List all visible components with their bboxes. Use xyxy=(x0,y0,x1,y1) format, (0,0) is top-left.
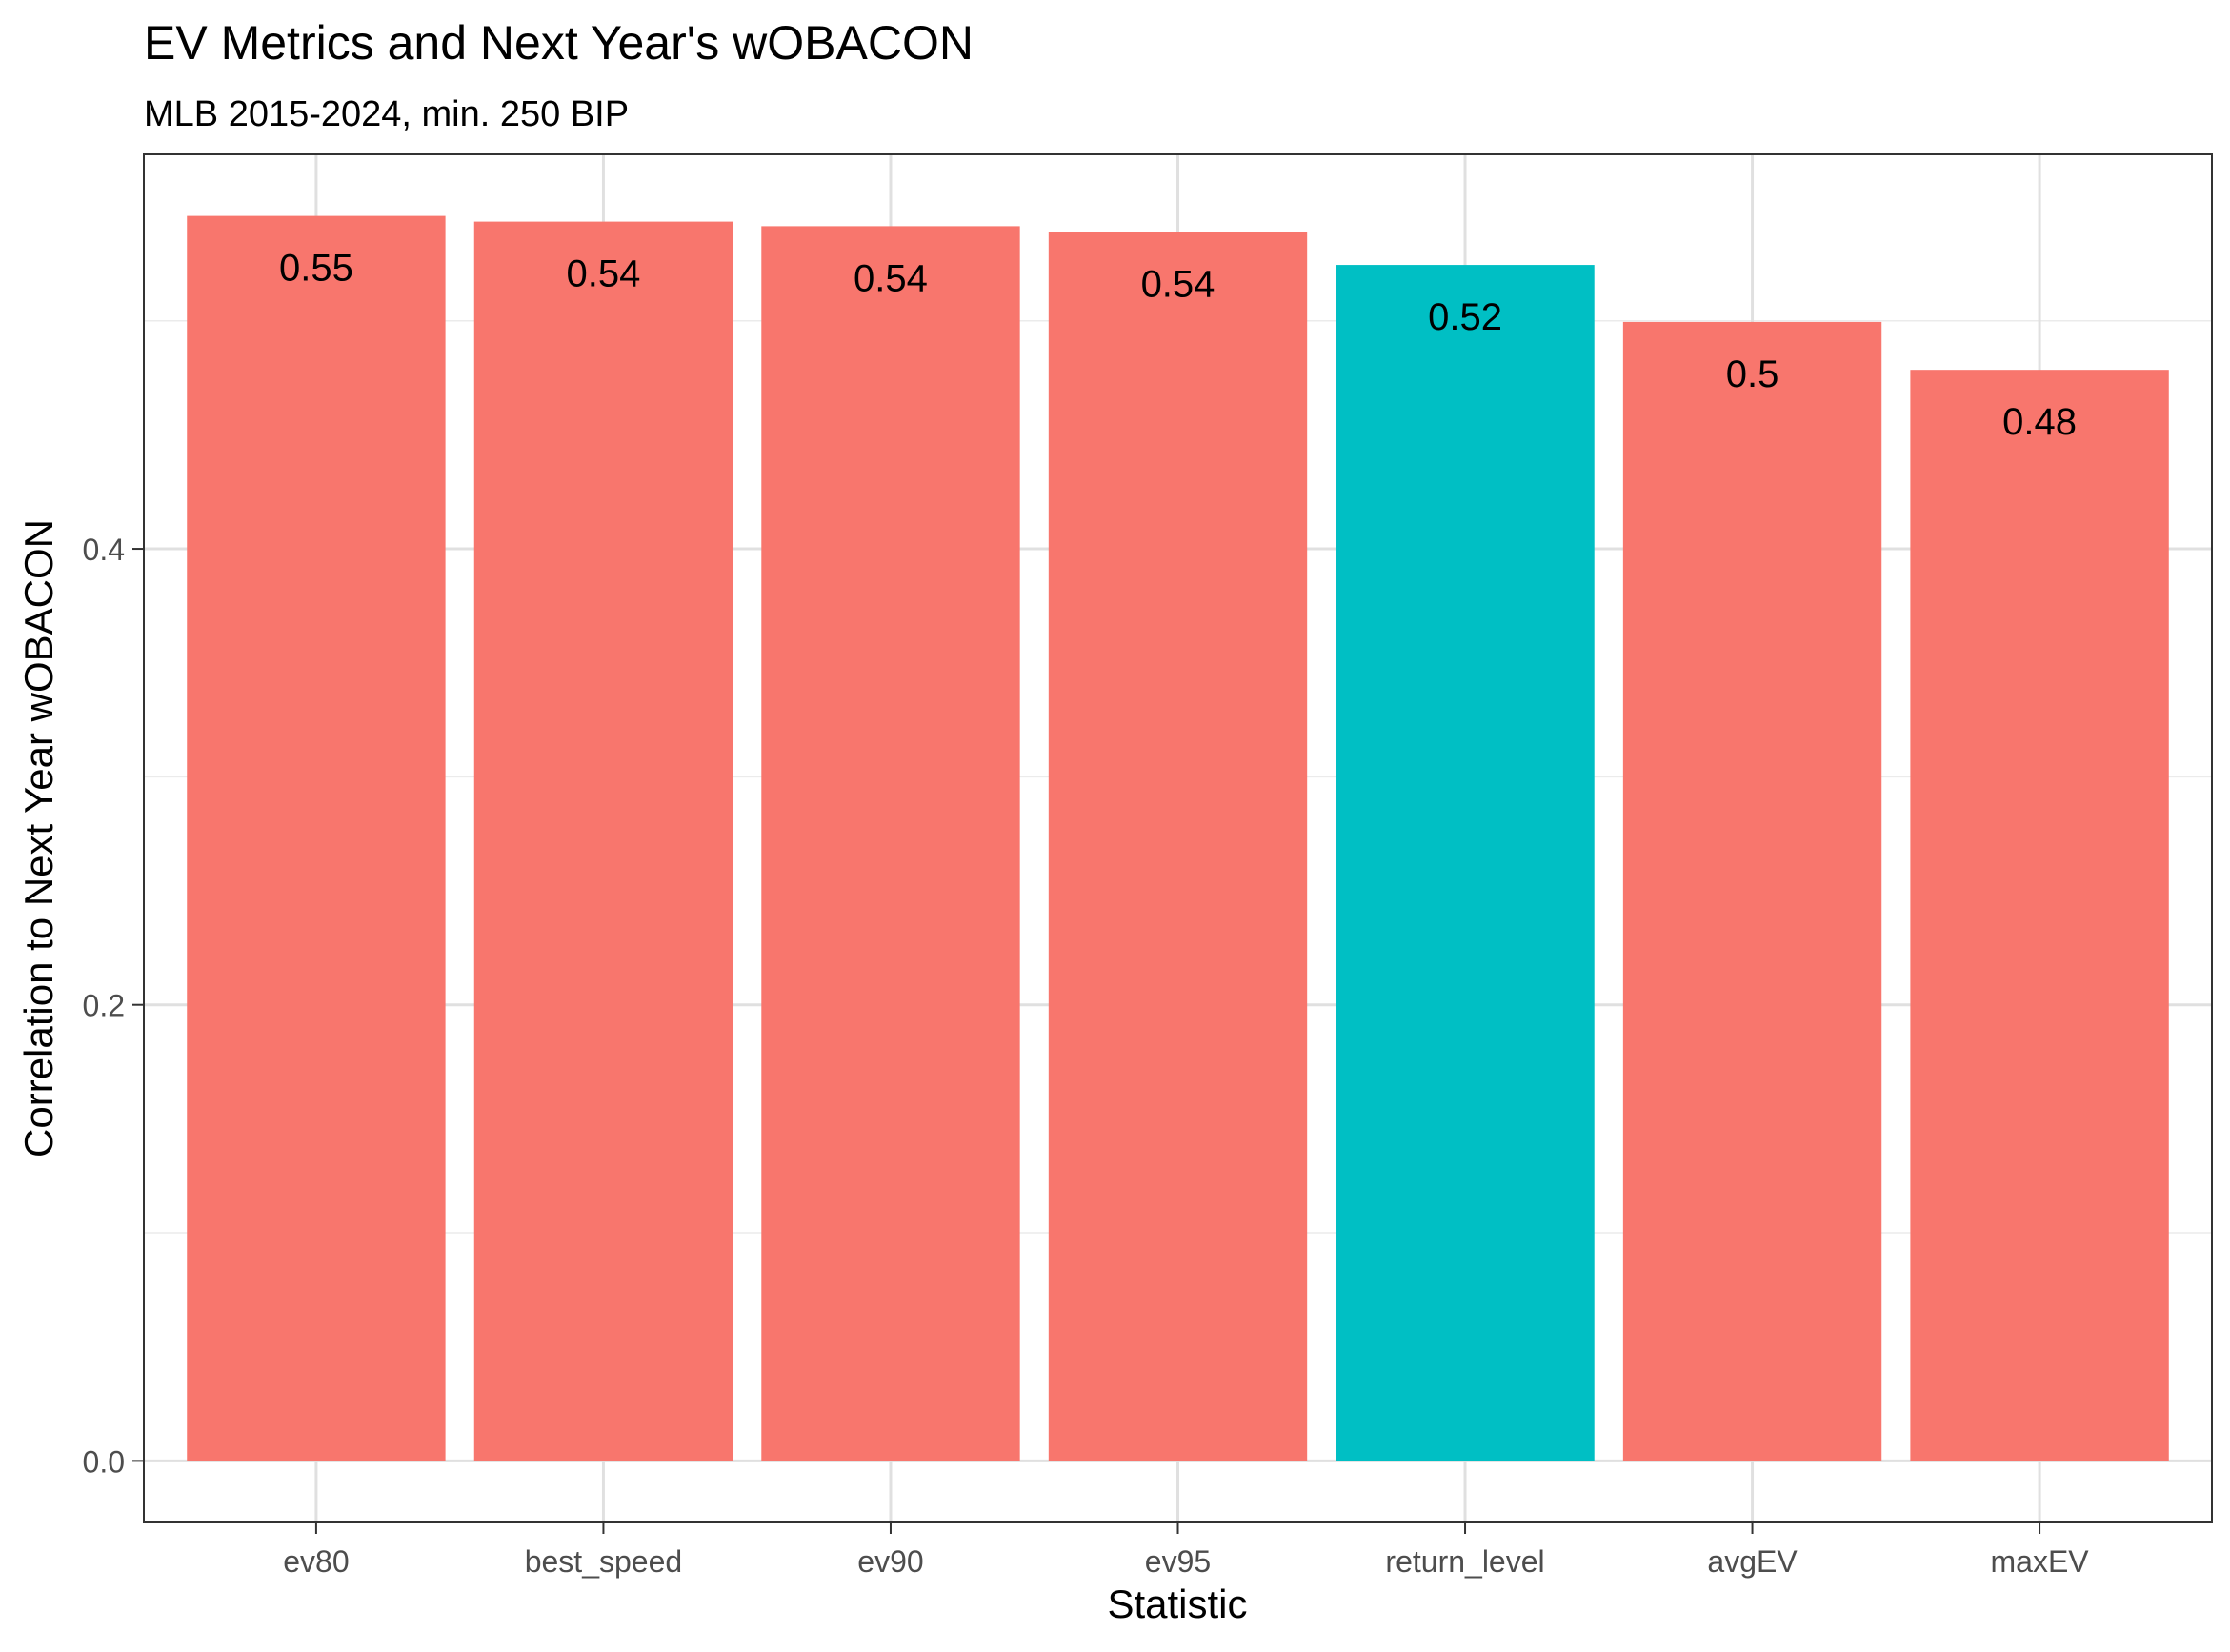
x-tick-label: ev90 xyxy=(857,1544,923,1579)
chart-subtitle: MLB 2015-2024, min. 250 BIP xyxy=(144,94,629,134)
bar-value-label: 0.52 xyxy=(1428,296,1502,338)
bar-value-label: 0.54 xyxy=(854,257,928,299)
y-tick-label: 0.2 xyxy=(83,989,125,1023)
bar-value-labels: 0.55 0.54 0.54 0.54 0.52 0.5 0.48 xyxy=(279,248,2077,444)
bar-ev80 xyxy=(187,215,446,1461)
bar-value-label: 0.55 xyxy=(279,248,353,290)
x-axis-title: Statistic xyxy=(1107,1581,1247,1626)
x-tick-label: return_level xyxy=(1385,1544,1544,1579)
bar-value-label: 0.54 xyxy=(567,253,641,295)
y-tick-label: 0.0 xyxy=(83,1444,125,1479)
bar-avgEV xyxy=(1622,321,1882,1461)
bar-best_speed xyxy=(473,221,733,1461)
chart-title: EV Metrics and Next Year's wOBACON xyxy=(144,16,974,70)
bar-value-label: 0.5 xyxy=(1726,353,1779,395)
x-tick-label: best_speed xyxy=(525,1544,682,1579)
bar-ev95 xyxy=(1048,232,1308,1461)
x-tick-label: ev95 xyxy=(1145,1544,1211,1579)
bar-value-label: 0.48 xyxy=(2002,401,2077,443)
x-tick-label: ev80 xyxy=(283,1544,349,1579)
x-tick-label: avgEV xyxy=(1707,1544,1798,1579)
y-axis-title: Correlation to Next Year wOBACON xyxy=(16,519,61,1158)
y-tick-label: 0.4 xyxy=(83,533,125,567)
plot-panel: 0.55 0.54 0.54 0.54 0.52 0.5 0.48 xyxy=(143,153,2213,1523)
bar-return_level xyxy=(1336,265,1595,1461)
y-axis: 0.0 0.2 0.4 xyxy=(83,533,144,1479)
x-tick-label: maxEV xyxy=(1991,1544,2090,1579)
bar-ev90 xyxy=(761,226,1020,1461)
bars xyxy=(187,215,2169,1461)
bar-value-label: 0.54 xyxy=(1141,263,1215,305)
bar-maxEV xyxy=(1910,370,2169,1461)
x-axis: ev80 best_speed ev90 ev95 return_level avgEV m… xyxy=(283,1522,2089,1579)
